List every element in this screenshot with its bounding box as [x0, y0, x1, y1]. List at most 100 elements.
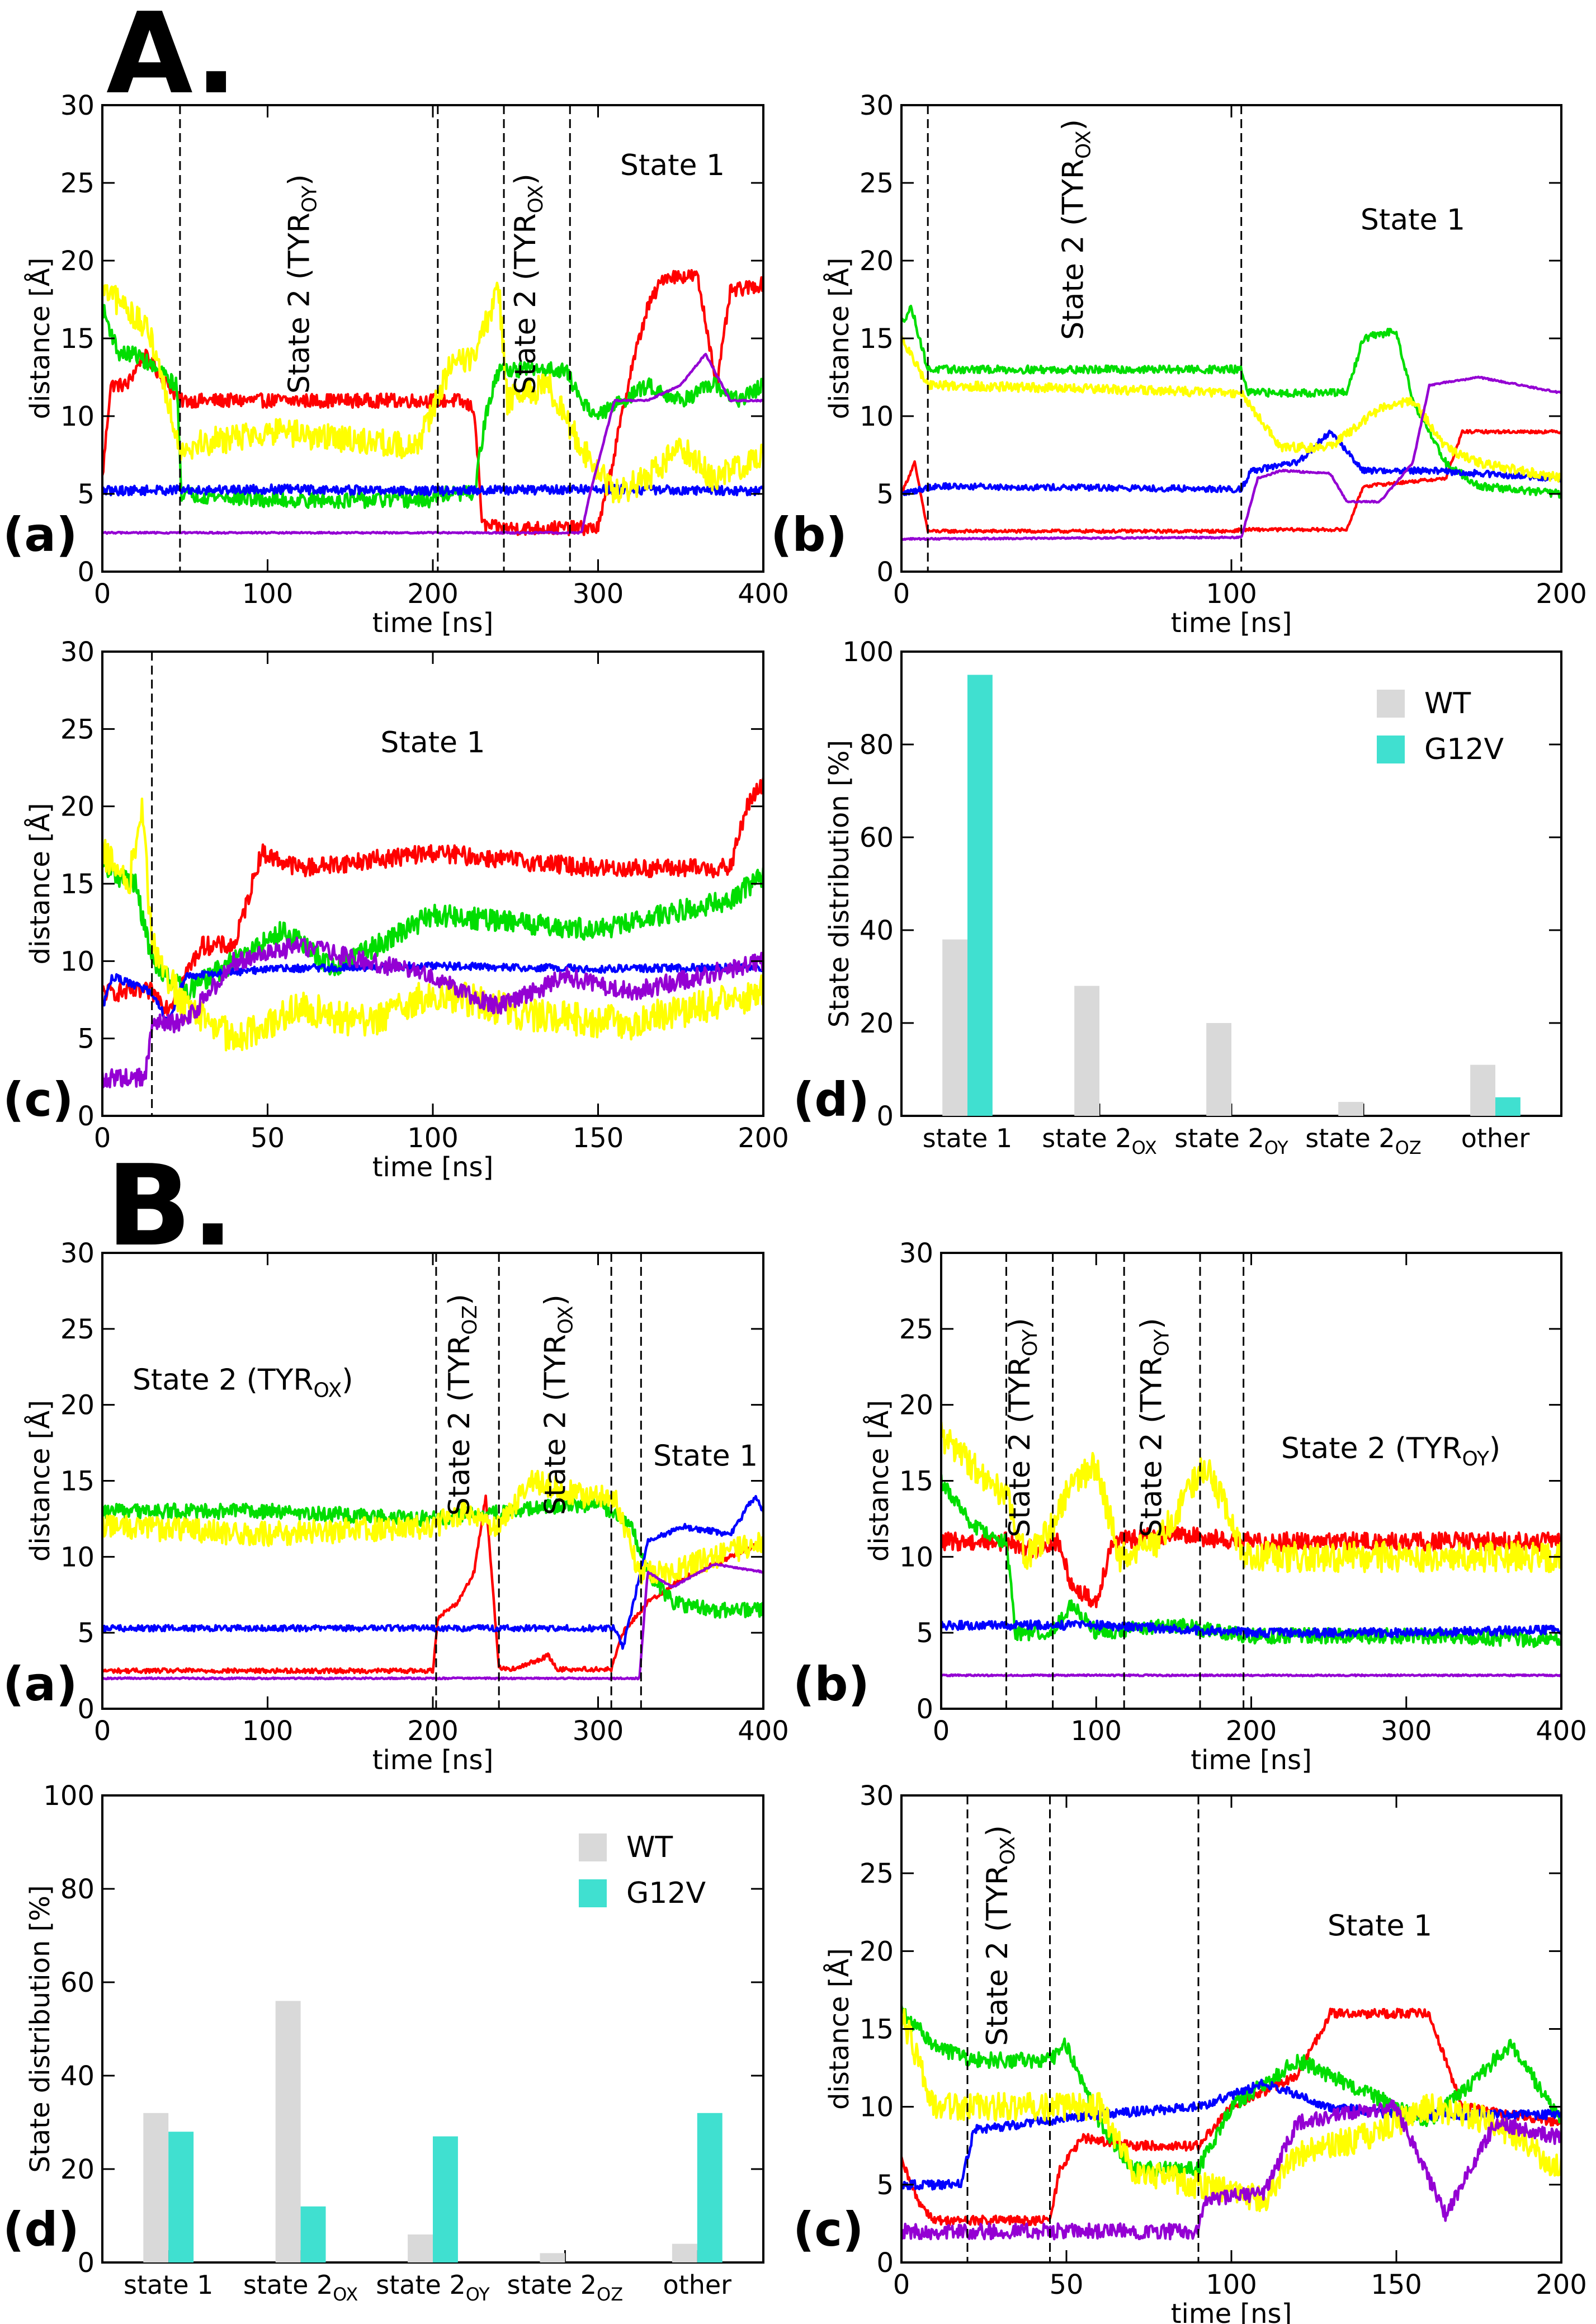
- legend-label: G12V: [1424, 733, 1504, 766]
- y-tick-label: 10: [60, 401, 95, 432]
- chart-B-b: 0 5 10 15 20 25 30 distance [Å] 0 100 200 300 400 tim…: [793, 1238, 1587, 1776]
- y-tick-label: 20: [60, 1390, 95, 1421]
- chart-A-d: 0 20 40 60 80 100 State distribution [%] state …: [793, 637, 1562, 1158]
- chart-A-a: 0 5 10 15 20 25 30 distance [Å] 0 100 200 300 400 tim…: [3, 90, 789, 639]
- y-tick-label: 10: [60, 946, 95, 977]
- y-tick-label: 15: [60, 1466, 95, 1497]
- panel-label: (b): [793, 1657, 870, 1712]
- section-label-a: A.: [106, 0, 237, 119]
- x-tick-label: 300: [1381, 1715, 1432, 1747]
- x-tick-label: state 1: [124, 2270, 213, 2300]
- y-tick-label: 20: [860, 246, 894, 277]
- y-tick-label: 0: [916, 1694, 933, 1725]
- y-tick-label: 60: [60, 1967, 95, 1998]
- series-line-yellow: [102, 797, 763, 1052]
- x-tick-label: 0: [94, 1715, 111, 1747]
- x-tick-label: 400: [738, 578, 789, 610]
- x-tick-label: 150: [1371, 2269, 1422, 2301]
- y-axis-label: distance [Å]: [24, 803, 56, 965]
- x-tick-label: 150: [573, 1123, 624, 1154]
- x-tick-label: state 2OZ: [507, 2270, 624, 2305]
- y-axis-label: distance [Å]: [863, 1400, 895, 1562]
- panel-label: (c): [793, 2202, 864, 2257]
- x-tick-label: other: [1461, 1123, 1530, 1153]
- x-tick-label: 200: [738, 1123, 789, 1154]
- y-tick-label: 30: [899, 1238, 933, 1269]
- x-tick-label: 50: [1049, 2269, 1083, 2301]
- x-tick-label: 100: [1206, 578, 1257, 610]
- chart-B-c: 0 5 10 15 20 25 30 distance [Å] 0 50 100 150 200 time…: [793, 1780, 1587, 2324]
- y-tick-label: 80: [860, 729, 894, 761]
- y-axis-label: distance [Å]: [823, 1948, 855, 2110]
- legend-label: WT: [1424, 687, 1471, 720]
- bar-WT: [1074, 986, 1099, 1116]
- y-tick-label: 30: [60, 1238, 95, 1269]
- state-annotation: State 2 (TYROX): [539, 1294, 577, 1515]
- y-tick-label: 40: [860, 915, 894, 946]
- y-tick-label: 25: [60, 1314, 95, 1345]
- y-tick-label: 20: [860, 1936, 894, 1967]
- y-tick-label: 20: [60, 246, 95, 277]
- series-line-yellow: [102, 281, 763, 504]
- state-annotation: State 1: [620, 149, 725, 182]
- y-tick-label: 25: [60, 168, 95, 199]
- y-tick-label: 15: [899, 1466, 933, 1497]
- x-tick-label: state 2OY: [376, 2270, 490, 2305]
- state-annotation: State 2 (TYROX): [133, 1364, 353, 1402]
- panel-label: (b): [771, 507, 847, 562]
- series-line-purple: [102, 352, 763, 535]
- x-axis-label: time [ns]: [372, 1745, 494, 1776]
- x-tick-label: 200: [1536, 578, 1587, 610]
- y-tick-label: 20: [60, 2154, 95, 2185]
- x-tick-label: other: [663, 2270, 732, 2300]
- y-tick-label: 5: [876, 479, 894, 510]
- y-tick-label: 40: [60, 2061, 95, 2092]
- panel-label: (c): [3, 1072, 74, 1127]
- state-annotation: State 2 (TYROX): [509, 173, 547, 394]
- series-line-red: [941, 1525, 1561, 1609]
- state-annotation: State 2 (TYROX): [1057, 119, 1096, 340]
- x-tick-label: 100: [242, 1715, 294, 1747]
- bar-WT: [275, 2001, 301, 2262]
- legend-swatch-WT: [579, 1833, 607, 1861]
- x-tick-label: 0: [893, 578, 910, 610]
- y-tick-label: 0: [876, 557, 894, 588]
- y-tick-label: 0: [77, 557, 95, 588]
- y-tick-label: 25: [899, 1314, 933, 1345]
- bar-WT: [540, 2253, 565, 2262]
- x-tick-label: 100: [1206, 2269, 1257, 2301]
- y-tick-label: 80: [60, 1874, 95, 1905]
- series-line-red: [901, 428, 1561, 534]
- chart-B-d: 0 20 40 60 80 100 State distribution [%] state …: [3, 1780, 764, 2305]
- y-tick-label: 20: [60, 791, 95, 823]
- state-annotation: State 2 (TYROY): [282, 175, 321, 394]
- bar-WT: [1206, 1023, 1231, 1116]
- y-tick-label: 30: [860, 90, 894, 121]
- bar-G12V: [697, 2113, 723, 2262]
- y-tick-label: 0: [77, 1101, 95, 1132]
- x-axis-label: time [ns]: [1191, 1745, 1312, 1776]
- x-tick-label: state 2OX: [1042, 1123, 1156, 1158]
- y-tick-label: 30: [60, 90, 95, 121]
- panel-label: (d): [3, 2202, 79, 2257]
- series-group: [901, 304, 1561, 541]
- y-axis-label: State distribution [%]: [25, 1885, 56, 2172]
- x-tick-label: 300: [573, 1715, 624, 1747]
- y-axis-label: distance [Å]: [24, 1400, 56, 1562]
- state-annotation: State 2 (TYROZ): [443, 1294, 481, 1516]
- x-tick-label: 200: [1536, 2269, 1587, 2301]
- y-tick-label: 0: [876, 2247, 894, 2279]
- y-tick-label: 20: [860, 1008, 894, 1039]
- bar-WT: [143, 2113, 169, 2262]
- series-line-green: [901, 304, 1561, 499]
- chart-A-b: 0 5 10 15 20 25 30 distance [Å] 0 100 200 time [ns]…: [771, 90, 1587, 639]
- series-line-yellow: [901, 335, 1561, 483]
- series-line-blue: [102, 483, 763, 497]
- x-tick-label: 200: [407, 578, 459, 610]
- y-tick-label: 100: [43, 1780, 95, 1812]
- y-tick-label: 25: [860, 1858, 894, 1889]
- series-group: [102, 1469, 763, 1681]
- state-annotation: State 2 (TYROY): [1281, 1432, 1500, 1470]
